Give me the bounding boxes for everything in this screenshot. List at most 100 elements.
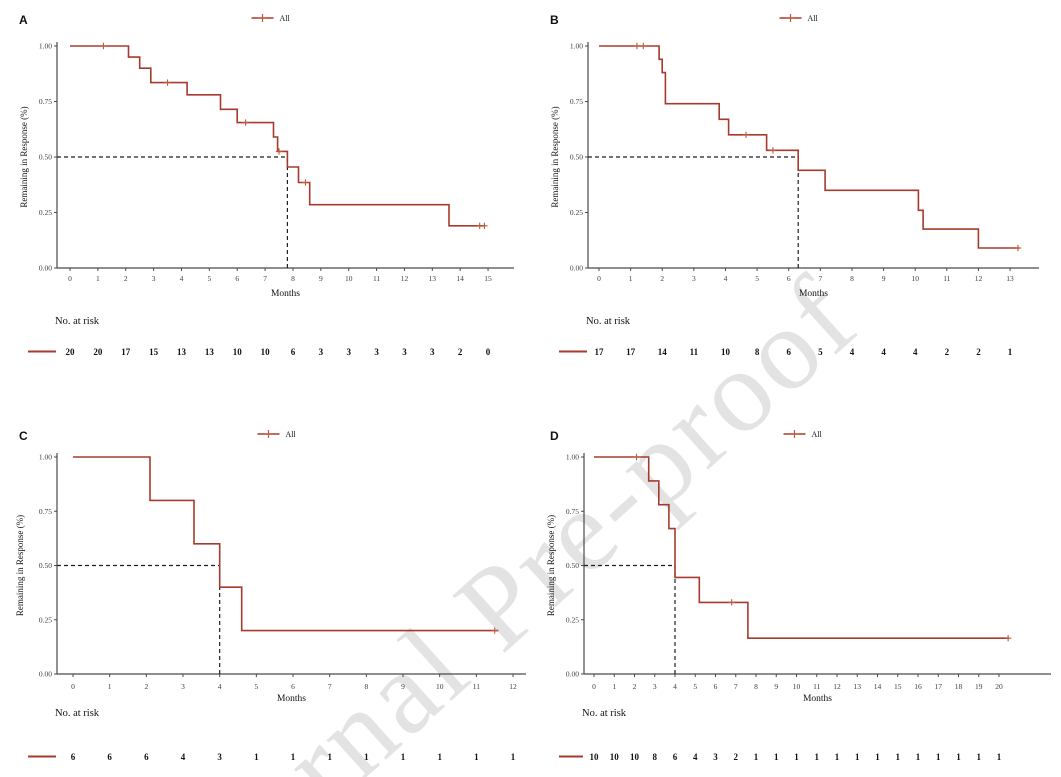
- risk-count: 1: [835, 752, 840, 762]
- x-tick-label: 6: [291, 682, 295, 691]
- risk-count: 1: [511, 752, 516, 762]
- risk-count: 4: [693, 752, 698, 762]
- risk-count: 1: [896, 752, 901, 762]
- x-tick-label: 8: [364, 682, 368, 691]
- x-axis-label: Months: [277, 694, 306, 704]
- x-tick-label: 5: [207, 274, 211, 283]
- panel-label: D: [550, 429, 559, 443]
- y-tick-label: 1.00: [566, 453, 579, 462]
- x-tick-label: 0: [68, 274, 72, 283]
- risk-count: 1: [291, 752, 296, 762]
- y-tick-label: 1.00: [570, 42, 583, 51]
- risk-count: 1: [401, 752, 406, 762]
- y-axis-label: Remaining in Response (%): [19, 106, 29, 207]
- x-tick-label: 17: [935, 682, 943, 691]
- no-at-risk-label: No. at risk: [586, 316, 631, 327]
- risk-count: 4: [181, 752, 186, 762]
- x-tick-label: 18: [955, 682, 963, 691]
- x-tick-label: 2: [144, 682, 148, 691]
- y-tick-label: 0.25: [566, 615, 579, 624]
- x-tick-label: 11: [373, 274, 380, 283]
- risk-count: 4: [913, 347, 918, 357]
- y-tick-label: 0.25: [570, 208, 583, 217]
- km-curve: [73, 456, 499, 632]
- x-tick-label: 1: [629, 274, 633, 283]
- risk-count: 1: [956, 752, 961, 762]
- y-tick-label: 0.25: [39, 208, 52, 217]
- legend-label: All: [808, 14, 819, 23]
- risk-count: 6: [291, 347, 296, 357]
- risk-count: 10: [233, 347, 243, 357]
- y-tick-labels: 1.00 0.75 0.50 0.25 0.00: [39, 453, 57, 679]
- risk-count: 3: [346, 347, 351, 357]
- x-tick-label: 8: [754, 682, 758, 691]
- x-tick-label: 15: [484, 274, 492, 283]
- x-tick-label: 0: [597, 274, 601, 283]
- y-tick-label: 0.00: [39, 264, 52, 273]
- risk-count: 3: [402, 347, 407, 357]
- x-tick-label: 6: [714, 682, 718, 691]
- x-tick-label: 7: [818, 274, 822, 283]
- y-tick-labels: 1.00 0.75 0.50 0.25 0.00: [570, 42, 588, 273]
- y-tick-label: 0.00: [39, 670, 52, 679]
- risk-count: 17: [626, 347, 636, 357]
- y-tick-label: 0.75: [39, 507, 52, 516]
- y-axis-label: Remaining in Response (%): [546, 515, 556, 616]
- risk-count: 8: [653, 752, 658, 762]
- y-tick-labels: 1.00 0.75 0.50 0.25 0.00: [39, 42, 57, 273]
- risk-count: 4: [850, 347, 855, 357]
- y-tick-label: 1.00: [39, 453, 52, 462]
- x-tick-label: 3: [653, 682, 657, 691]
- x-tick-label: 10: [793, 682, 801, 691]
- x-axis-label: Months: [799, 289, 828, 299]
- x-tick-label: 10: [436, 682, 444, 691]
- risk-count: 1: [916, 752, 921, 762]
- y-tick-label: 0.75: [570, 97, 583, 106]
- risk-count: 1: [364, 752, 369, 762]
- legend-label: All: [812, 430, 823, 439]
- panel-label: A: [19, 13, 28, 27]
- x-tick-label: 2: [633, 682, 637, 691]
- risk-count: 1: [977, 752, 982, 762]
- km-curve: [594, 456, 1010, 639]
- risk-count: 10: [590, 752, 600, 762]
- y-tick-labels: 1.00 0.75 0.50 0.25 0.00: [566, 453, 584, 679]
- x-tick-label: 5: [693, 682, 697, 691]
- y-axis-label: Remaining in Response (%): [550, 106, 560, 207]
- risk-count: 3: [217, 752, 222, 762]
- x-axis-label: Months: [271, 289, 300, 299]
- x-tick-label: 13: [1006, 274, 1014, 283]
- legend: All: [783, 430, 823, 439]
- risk-count: 1: [815, 752, 820, 762]
- risk-count: 1: [997, 752, 1002, 762]
- risk-count: 6: [144, 752, 149, 762]
- no-at-risk-label: No. at risk: [582, 708, 627, 719]
- x-tick-label: 3: [181, 682, 185, 691]
- km-curve: [70, 45, 486, 227]
- risk-count: 3: [374, 347, 379, 357]
- panel-label: C: [19, 429, 28, 443]
- risk-count: 1: [936, 752, 941, 762]
- y-tick-label: 0.50: [39, 153, 52, 162]
- x-tick-label: 12: [975, 274, 983, 283]
- risk-count: 2: [734, 752, 739, 762]
- risk-count: 5: [818, 347, 823, 357]
- risk-count: 2: [945, 347, 950, 357]
- risk-count: 6: [107, 752, 112, 762]
- risk-count: 1: [774, 752, 779, 762]
- censor-marks: [491, 627, 498, 634]
- x-tick-label: 4: [673, 682, 677, 691]
- x-tick-label: 2: [124, 274, 128, 283]
- x-tick-label: 1: [108, 682, 112, 691]
- y-tick-label: 0.50: [566, 561, 579, 570]
- x-tick-label: 9: [774, 682, 778, 691]
- x-tick-label: 16: [914, 682, 922, 691]
- x-tick-label: 20: [995, 682, 1003, 691]
- x-tick-label: 10: [345, 274, 353, 283]
- risk-count: 15: [149, 347, 159, 357]
- risk-count: 3: [713, 752, 718, 762]
- risk-count: 6: [71, 752, 76, 762]
- risk-count: 3: [430, 347, 435, 357]
